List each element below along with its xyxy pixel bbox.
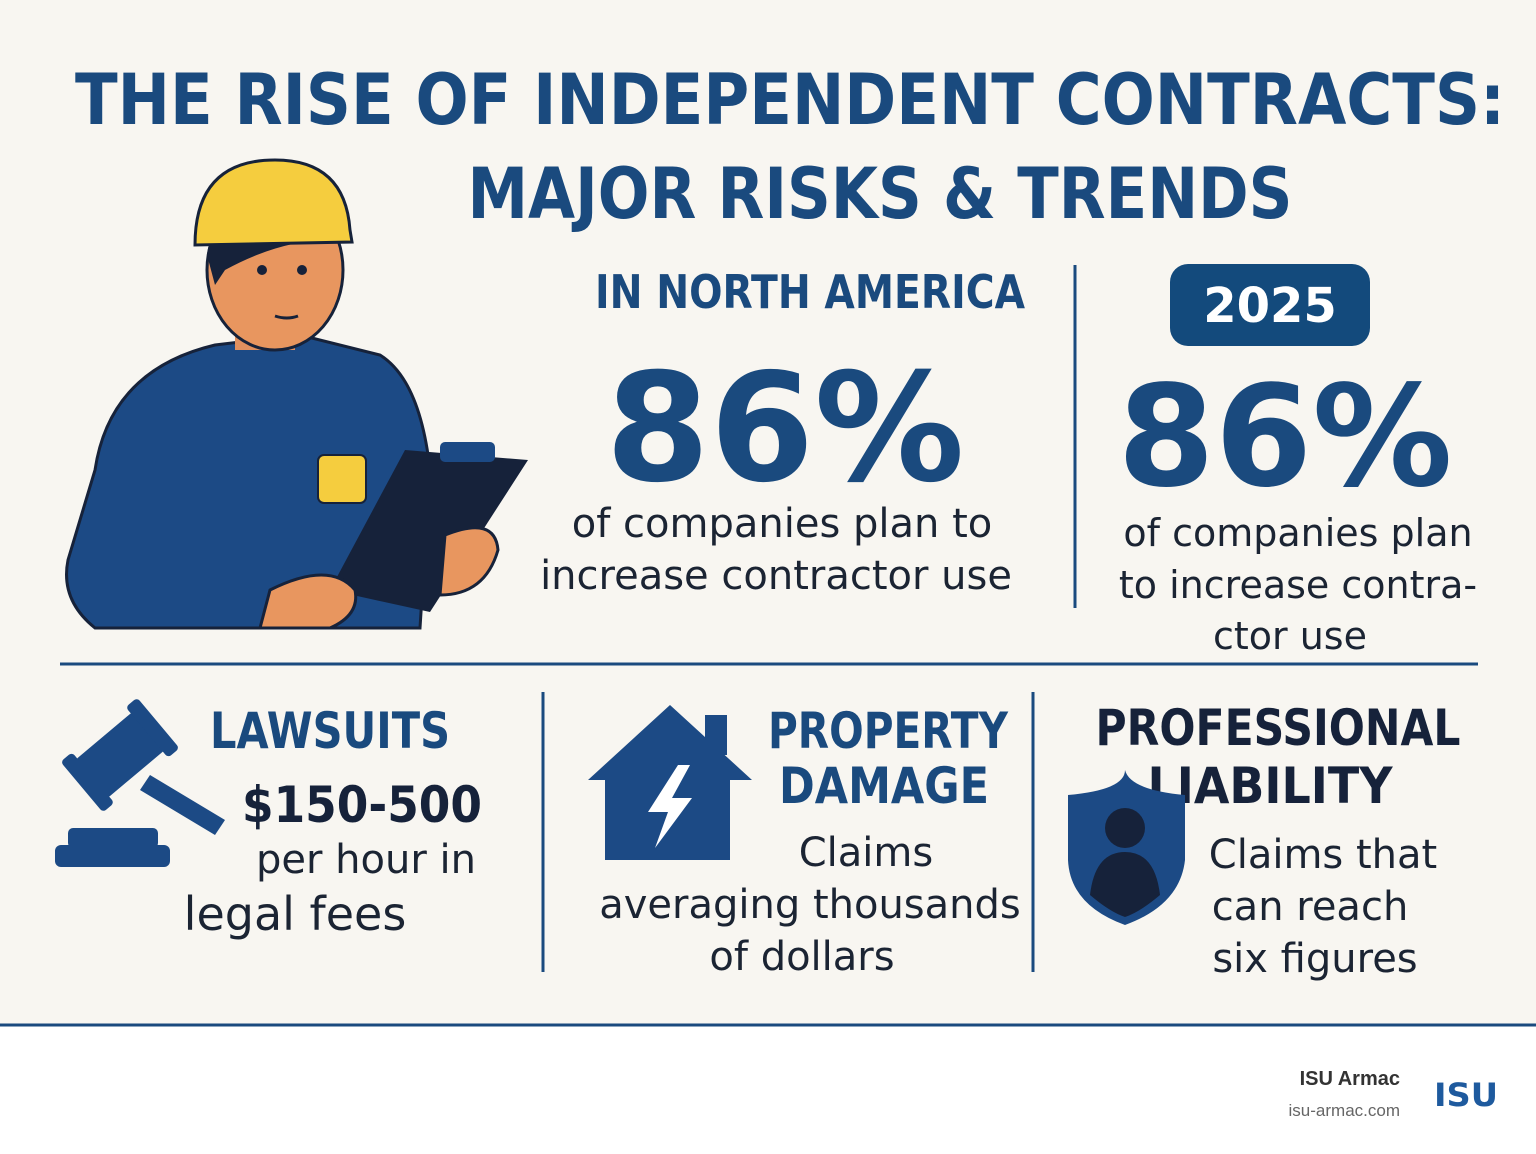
stat-description: of companies plan to: [572, 501, 992, 547]
shield-icon: [1068, 770, 1185, 925]
stat-value: 86%: [1117, 356, 1452, 519]
risk-figure: $150-500: [242, 776, 482, 834]
risk-description: Claims: [799, 830, 933, 876]
footer-brand: ISU Armac: [1300, 1068, 1400, 1090]
risk-title: PROPERTY: [768, 702, 1009, 760]
risk-title: PROFESSIONAL: [1096, 699, 1461, 757]
risk-description: can reach: [1212, 884, 1409, 930]
worker-illustration: [65, 158, 528, 630]
gavel-icon: [55, 699, 225, 867]
footer-url: isu-armac.com: [1289, 1101, 1400, 1120]
risk-title: LIABILITY: [1148, 757, 1394, 815]
risk-title: LAWSUITS: [210, 702, 450, 760]
stat-label: IN NORTH AMERICA: [595, 265, 1025, 319]
title-line: MAJOR RISKS & TRENDS: [468, 153, 1293, 235]
stat-value: 86%: [605, 342, 964, 516]
stat-label: 2025: [1203, 278, 1337, 334]
risk-description: per hour in: [256, 837, 476, 883]
risk-description: six figures: [1212, 936, 1417, 982]
footer-logo: ISU: [1434, 1076, 1498, 1114]
stat-description: to increase contra-: [1119, 563, 1477, 607]
risk-description: Claims that: [1209, 832, 1437, 878]
title-line: THE RISE OF INDEPENDENT CONTRACTS:: [75, 59, 1505, 141]
stat-description: of companies plan: [1123, 511, 1472, 555]
risk-description: legal fees: [184, 887, 407, 941]
footer-background: [0, 1025, 1536, 1154]
house-icon: [588, 705, 752, 860]
risk-description: of dollars: [709, 934, 894, 980]
stat-description: increase contractor use: [540, 553, 1012, 599]
risk-description: averaging thousands: [599, 882, 1021, 928]
stat-description: ctor use: [1213, 614, 1367, 658]
year-badge: [1170, 264, 1370, 346]
risk-title: DAMAGE: [779, 757, 989, 815]
